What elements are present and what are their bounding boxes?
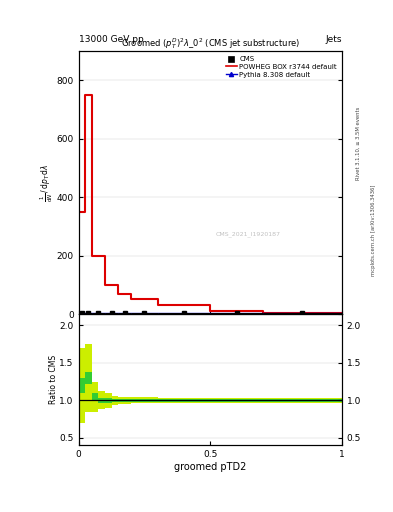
Bar xyxy=(118,397,131,404)
Bar xyxy=(112,399,118,402)
Bar xyxy=(79,378,85,393)
Bar xyxy=(79,348,85,423)
Y-axis label: Ratio to CMS: Ratio to CMS xyxy=(49,355,58,404)
Bar xyxy=(210,399,342,402)
Bar xyxy=(98,391,105,410)
Bar xyxy=(98,398,105,402)
Bar xyxy=(85,344,92,412)
Text: CMS_2021_I1920187: CMS_2021_I1920187 xyxy=(215,231,281,237)
Bar xyxy=(105,398,112,402)
Title: Groomed $(p_T^D)^2\lambda\_0^2$ (CMS jet substructure): Groomed $(p_T^D)^2\lambda\_0^2$ (CMS jet… xyxy=(121,36,300,51)
Bar xyxy=(85,372,92,384)
Text: Rivet 3.1.10, ≥ 3.5M events: Rivet 3.1.10, ≥ 3.5M events xyxy=(356,106,361,180)
Bar xyxy=(131,397,158,403)
Bar xyxy=(105,393,112,408)
Y-axis label: $\frac{1}{\mathrm{d}N}\,/\,\mathrm{d}p_T\,\mathrm{d}\lambda$: $\frac{1}{\mathrm{d}N}\,/\,\mathrm{d}p_T… xyxy=(39,163,55,202)
Bar xyxy=(158,399,210,402)
Bar xyxy=(92,393,98,400)
Bar xyxy=(210,398,342,402)
Bar xyxy=(131,399,158,402)
Bar xyxy=(118,399,131,402)
Bar xyxy=(112,396,118,405)
Text: 13000 GeV pp: 13000 GeV pp xyxy=(79,34,143,44)
Bar xyxy=(158,398,210,402)
Text: mcplots.cern.ch [arXiv:1306.3436]: mcplots.cern.ch [arXiv:1306.3436] xyxy=(371,185,376,276)
X-axis label: groomed pTD2: groomed pTD2 xyxy=(174,462,246,472)
Bar xyxy=(92,381,98,412)
Legend: CMS, POWHEG BOX r3744 default, Pythia 8.308 default: CMS, POWHEG BOX r3744 default, Pythia 8.… xyxy=(225,55,338,79)
Text: Jets: Jets xyxy=(325,34,342,44)
